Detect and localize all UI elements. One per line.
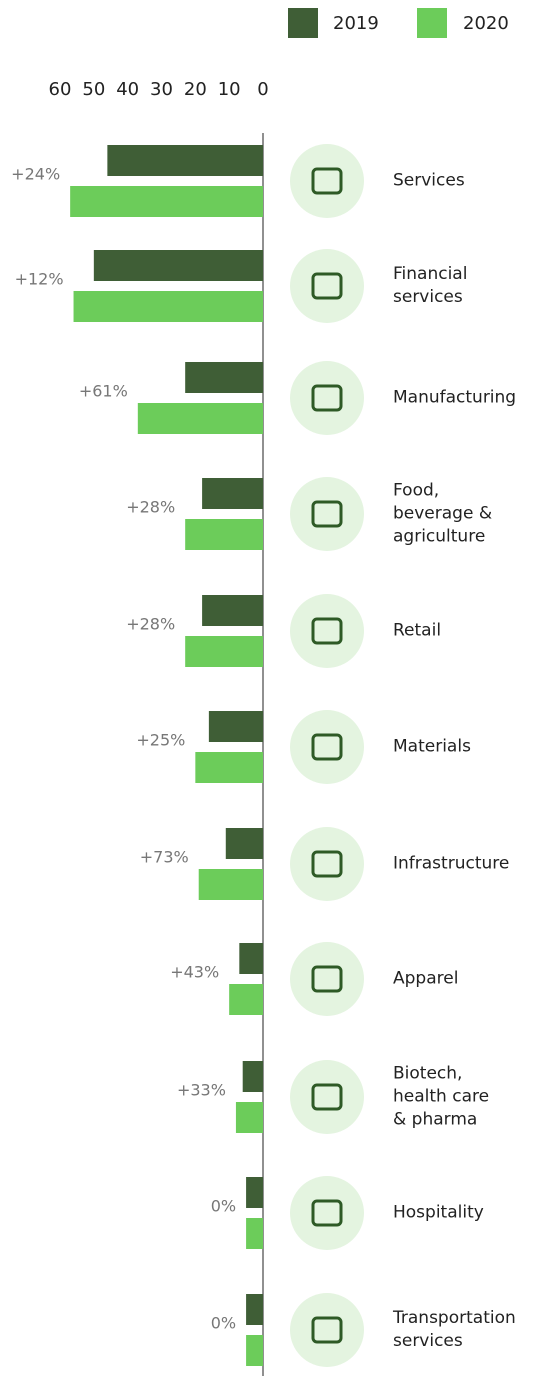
icon-circle	[290, 1293, 364, 1367]
bar	[246, 1177, 263, 1208]
change-label: +28%	[126, 498, 175, 517]
icon-circle	[290, 361, 364, 435]
icon-circle	[290, 942, 364, 1016]
x-tick-label: 60	[49, 79, 72, 100]
category-label: Apparel	[393, 968, 459, 989]
legend-swatch	[288, 8, 318, 38]
bar	[107, 145, 263, 176]
icon-glyph	[311, 1316, 343, 1344]
icon-glyph	[311, 384, 343, 412]
bar	[246, 1335, 263, 1366]
icon-glyph	[311, 733, 343, 761]
change-label: +73%	[140, 848, 189, 867]
icon-circle	[290, 1060, 364, 1134]
x-tick-label: 40	[116, 79, 139, 100]
x-tick-label: 20	[184, 79, 207, 100]
icon-circle	[290, 1176, 364, 1250]
icon-circle	[290, 827, 364, 901]
change-label: +61%	[79, 382, 128, 401]
category-label: Food, beverage & agriculture	[393, 480, 493, 547]
bar	[235, 1102, 263, 1133]
icon-glyph	[311, 965, 343, 993]
category-label: Services	[393, 170, 465, 191]
legend-swatch	[417, 8, 447, 38]
x-tick-label: 30	[150, 79, 173, 100]
x-tick-label: 10	[218, 79, 241, 100]
bar	[195, 752, 263, 783]
bar	[93, 250, 263, 281]
bar	[202, 595, 263, 626]
bar	[185, 636, 263, 667]
change-label: +33%	[177, 1081, 226, 1100]
bar	[242, 1061, 263, 1092]
icon-circle	[290, 594, 364, 668]
bar	[185, 362, 263, 393]
icon-circle	[290, 249, 364, 323]
bar	[246, 1218, 263, 1249]
bar	[198, 869, 263, 900]
icon-circle	[290, 477, 364, 551]
icon-glyph	[311, 167, 343, 195]
category-label: Materials	[393, 736, 471, 757]
category-label: Infrastructure	[393, 853, 510, 874]
legend-label: 2020	[463, 13, 509, 34]
legend-label: 2019	[333, 13, 379, 34]
icon-glyph	[311, 617, 343, 645]
bar	[239, 943, 263, 974]
category-label: Financial services	[393, 264, 468, 307]
bar	[202, 478, 263, 509]
icon-glyph	[311, 500, 343, 528]
category-label: Biotech, health care & pharma	[393, 1063, 490, 1130]
change-label: +28%	[126, 615, 175, 634]
bar	[73, 291, 264, 322]
category-label: Manufacturing	[393, 387, 517, 408]
category-label: Transportation services	[393, 1308, 516, 1351]
change-label: +43%	[170, 963, 219, 982]
bar	[225, 828, 263, 859]
change-label: 0%	[211, 1197, 236, 1216]
category-label: Hospitality	[393, 1202, 484, 1223]
bar	[185, 519, 263, 550]
x-tick-label: 50	[82, 79, 105, 100]
icon-circle	[290, 710, 364, 784]
change-label: +25%	[136, 731, 185, 750]
icon-glyph	[311, 850, 343, 878]
category-label: Retail	[393, 620, 442, 641]
bar	[246, 1294, 263, 1325]
icon-circle	[290, 144, 364, 218]
x-tick-label: 0	[257, 79, 268, 100]
icon-glyph	[311, 1083, 343, 1111]
bar	[70, 186, 264, 217]
change-label: +24%	[11, 165, 60, 184]
bar	[208, 711, 263, 742]
bar	[137, 403, 263, 434]
change-label: +12%	[15, 270, 64, 289]
bar	[229, 984, 263, 1015]
change-label: 0%	[211, 1314, 236, 1333]
icon-glyph	[311, 272, 343, 300]
icon-glyph	[311, 1199, 343, 1227]
